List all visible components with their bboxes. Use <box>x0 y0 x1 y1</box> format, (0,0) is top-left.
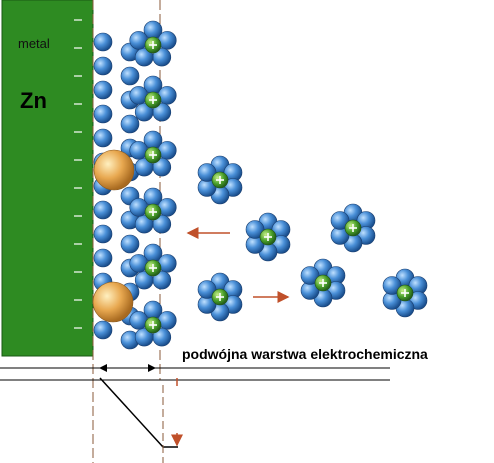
water-molecule <box>93 104 113 124</box>
water-molecule <box>93 320 113 340</box>
water-molecule <box>134 327 154 347</box>
water-molecule <box>120 66 140 86</box>
water-molecule <box>197 163 217 182</box>
water-molecule <box>93 248 113 268</box>
molecules <box>74 19 428 350</box>
water-molecule <box>134 214 154 234</box>
water-molecule <box>93 80 113 100</box>
water-molecule <box>93 128 113 148</box>
water-molecule <box>134 47 154 67</box>
water-molecule <box>134 270 154 290</box>
caption: podwójna warstwa elektrochemiczna <box>182 346 428 362</box>
water-molecule <box>197 280 217 299</box>
water-molecule <box>93 200 113 220</box>
water-molecule <box>330 211 350 230</box>
water-molecule <box>134 102 154 122</box>
adsorbed-molecule <box>93 149 135 191</box>
water-molecule <box>382 276 402 295</box>
water-molecule <box>134 157 154 177</box>
water-molecule <box>120 114 140 134</box>
element-label: Zn <box>20 88 47 113</box>
water-molecule <box>93 224 113 244</box>
metal-electrode <box>1 0 94 357</box>
water-molecule <box>93 32 113 52</box>
water-molecule <box>245 220 265 239</box>
water-molecule <box>93 56 113 76</box>
potential-curve <box>99 377 178 448</box>
water-molecule <box>120 234 140 254</box>
water-molecule <box>300 266 320 285</box>
adsorbed-molecule <box>92 281 134 323</box>
metal-label: metal <box>18 36 50 51</box>
